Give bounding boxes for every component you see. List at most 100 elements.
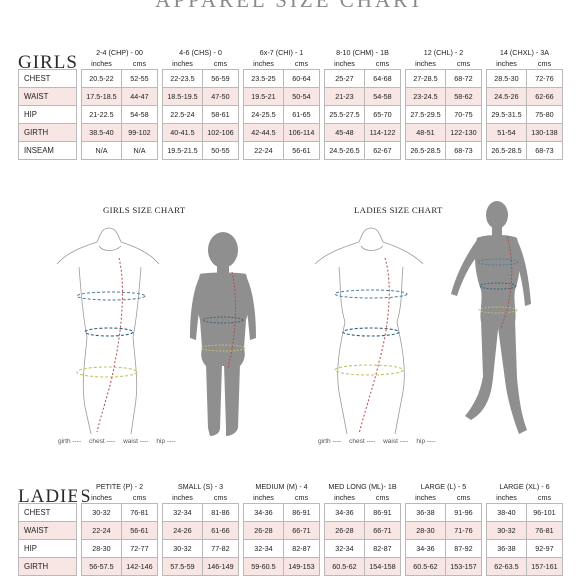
cell-inches: 21-22.5 [81, 105, 122, 124]
unit-cms-header: cms [294, 492, 309, 502]
cell-inches: 57.5-59 [162, 557, 203, 576]
unit-cms-header: cms [294, 58, 309, 68]
cell-cms: 72-76 [526, 69, 563, 88]
cell-cms: 52-55 [121, 69, 158, 88]
row-label: GIRTH [18, 557, 77, 576]
cell-cms: 47-50 [202, 87, 239, 106]
cell-cms: 99-102 [121, 123, 158, 142]
cell-inches: 40-41.5 [162, 123, 203, 142]
ladies-size-table: PETITE (P) - 2 SMALL (S) - 3 MEDIUM (M) - … [18, 480, 563, 576]
unit-inches-header: inches [253, 492, 274, 502]
size-header: MEDIUM (M) - 4 [255, 482, 308, 491]
cell-inches: 51-54 [486, 123, 527, 142]
cell-inches: 32-34 [243, 539, 284, 558]
size-header: MED LONG (ML)- 1B [328, 482, 397, 491]
cell-cms: 154-158 [364, 557, 401, 576]
cell-inches: 34-36 [324, 503, 365, 522]
row-label: HIP [18, 105, 77, 124]
cell-cms: 157-161 [526, 557, 563, 576]
size-header: 12 (CHL) - 2 [423, 48, 464, 57]
cell-inches: 38-40 [486, 503, 527, 522]
ladies-section-label: LADIES [18, 486, 92, 507]
cell-inches: 30-32 [162, 539, 203, 558]
size-header: LARGE (XL) - 6 [499, 482, 550, 491]
cell-cms: 122-130 [445, 123, 482, 142]
cell-inches: 25-27 [324, 69, 365, 88]
cell-inches: N/A [81, 141, 122, 160]
cell-cms: 68-73 [445, 141, 482, 160]
table-row: WAIST 22-24 56-61 24-26 61-66 26-28 66-71 26-28… [18, 521, 563, 540]
cell-inches: 36-38 [486, 539, 527, 558]
unit-cms-header: cms [213, 58, 228, 68]
cell-inches: 28-30 [405, 521, 446, 540]
unit-cms-header: cms [375, 58, 390, 68]
cell-inches: 22.5-24 [162, 105, 203, 124]
page-title: APPAREL SIZE CHART [155, 0, 425, 12]
cell-cms: 86-91 [364, 503, 401, 522]
cell-inches: 19.5-21 [243, 87, 284, 106]
cell-cms: 102-106 [202, 123, 239, 142]
girls-diagram-title: GIRLS SIZE CHART [103, 205, 186, 215]
cell-inches: 25.5-27.5 [324, 105, 365, 124]
cell-cms: 87-92 [445, 539, 482, 558]
row-label: WAIST [18, 87, 77, 106]
cell-cms: 146-149 [202, 557, 239, 576]
unit-cms-header: cms [132, 492, 147, 502]
cell-inches: 23.5-25 [243, 69, 284, 88]
cell-cms: 68-72 [445, 69, 482, 88]
table-row: CHEST 30-32 76-81 32-34 81-86 34-36 86-91 34-36… [18, 503, 563, 522]
cell-cms: 65-70 [364, 105, 401, 124]
cell-cms: 92-97 [526, 539, 563, 558]
cell-inches: 60.5-62 [405, 557, 446, 576]
legend-hip: hip ---- [156, 438, 176, 445]
legend-chest: chest ---- [89, 438, 116, 445]
table-row: CHEST 20.5-22 52-55 22-23.5 56-59 23.5-25 60-6… [18, 69, 563, 88]
cell-cms: 77-82 [202, 539, 239, 558]
cell-cms: 56-61 [283, 141, 320, 160]
unit-inches-header: inches [496, 492, 517, 502]
row-label: HIP [18, 539, 77, 558]
legend-waist: waist ---- [123, 438, 149, 445]
ladies-torso-diagram [314, 227, 424, 435]
cell-cms: 114-122 [364, 123, 401, 142]
cell-cms: 66-71 [283, 521, 320, 540]
size-header: 8-10 (CHM) - 1B [336, 48, 389, 57]
cell-inches: 59-60.5 [243, 557, 284, 576]
size-header: SMALL (S) - 3 [177, 482, 224, 491]
cell-inches: 24-25.5 [243, 105, 284, 124]
legend-girth: girth ---- [58, 438, 82, 445]
size-header: PETITE (P) - 2 [95, 482, 144, 491]
table-row: INSEAM N/A N/A 19.5-21.5 50-55 22-24 56-61 24.5… [18, 141, 563, 160]
cell-cms: 96-101 [526, 503, 563, 522]
cell-cms: 56-59 [202, 69, 239, 88]
cell-cms: 71-76 [445, 521, 482, 540]
cell-cms: 81-86 [202, 503, 239, 522]
cell-inches: 17.5-18.5 [81, 87, 122, 106]
girls-section-label: GIRLS [18, 52, 78, 73]
cell-inches: 32-34 [324, 539, 365, 558]
cell-cms: 62-67 [364, 141, 401, 160]
cell-inches: 23-24.5 [405, 87, 446, 106]
table-row: HIP 28-30 72-77 30-32 77-82 32-34 82-87 32-34 82… [18, 539, 563, 558]
cell-cms: 58-61 [202, 105, 239, 124]
cell-cms: 149-153 [283, 557, 320, 576]
size-header: 6x-7 (CHI) - 1 [259, 48, 304, 57]
cell-inches: 45-48 [324, 123, 365, 142]
cell-inches: 26-28 [324, 521, 365, 540]
unit-cms-header: cms [132, 58, 147, 68]
cell-inches: 26.5-28.5 [486, 141, 527, 160]
cell-cms: 70-75 [445, 105, 482, 124]
unit-cms-header: cms [375, 492, 390, 502]
cell-inches: 28.5-30 [486, 69, 527, 88]
unit-inches-header: inches [91, 492, 112, 502]
unit-cms-header: cms [456, 58, 471, 68]
cell-inches: 28-30 [81, 539, 122, 558]
cell-cms: 76-81 [526, 521, 563, 540]
ladies-diagram-legend: girth ---- chest ---- waist ---- hip ---… [318, 438, 436, 445]
cell-cms: 61-65 [283, 105, 320, 124]
table-row: GIRTH 38.5-40 99-102 40-41.5 102-106 42-44.5 1… [18, 123, 563, 142]
cell-cms: 62-66 [526, 87, 563, 106]
cell-cms: 56-61 [121, 521, 158, 540]
legend-chest: chest ---- [349, 438, 376, 445]
row-label: CHEST [18, 69, 77, 88]
